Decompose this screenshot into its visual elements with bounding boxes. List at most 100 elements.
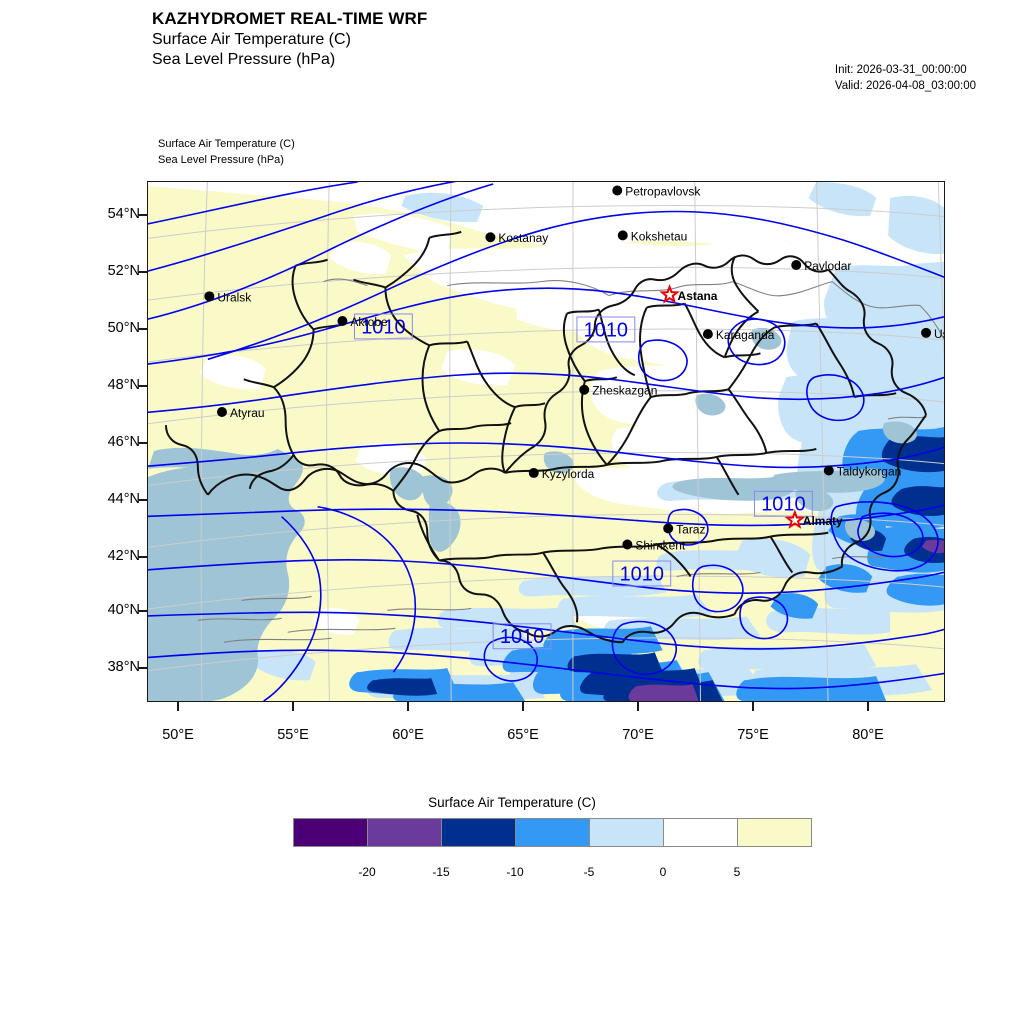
city-label: Uralsk xyxy=(217,290,251,304)
city-marker-petropavlovsk[interactable]: Petropavlovsk xyxy=(612,184,700,198)
city-dot-icon xyxy=(204,291,215,302)
colorbar-tick-5: 5 xyxy=(733,865,741,879)
isobar-label-box-1 xyxy=(576,316,636,343)
city-marker-kyzylorda[interactable]: Kyzylorda xyxy=(528,467,595,481)
city-label: Shimkent xyxy=(635,538,686,552)
colorbar-tick-minus15: -15 xyxy=(432,865,450,879)
lat-tick-label-38: 38°N xyxy=(107,659,140,675)
city-dot-icon xyxy=(791,259,802,270)
colorbar-title: Surface Air Temperature (C) xyxy=(428,795,596,810)
city-marker-shimkent[interactable]: Shimkent xyxy=(622,538,686,552)
colorbar-swatch-6 xyxy=(738,819,811,846)
isobar-label-text-0: 1010 xyxy=(361,316,405,338)
city-label: Kokshetau xyxy=(631,229,688,243)
city-label: Kyzylorda xyxy=(542,467,595,481)
city-marker-astana[interactable]: Astana xyxy=(659,284,718,304)
isobar-label-box-3 xyxy=(612,560,672,587)
city-marker-karaganda[interactable]: Karaganda xyxy=(702,328,775,342)
city-label: Atyrau xyxy=(230,406,265,420)
lon-tick-label-75: 75°E xyxy=(737,727,769,743)
weather-map[interactable]: 1010 1010 1010 1010 1010 Petropavlovsk Kostana… xyxy=(147,181,945,702)
city-marker-taraz[interactable]: Taraz xyxy=(663,522,705,536)
city-marker-kokshetau[interactable]: Kokshetau xyxy=(617,229,688,243)
valid-time-label: Valid: 2026-04-08_03:00:00 xyxy=(834,80,976,93)
panel-caption-temperature: Surface Air Temperature (C) xyxy=(158,138,295,150)
lat-tick-label-42: 42°N xyxy=(107,548,140,564)
colorbar-swatch-0 xyxy=(294,819,368,846)
temperature-colorbar[interactable] xyxy=(293,818,812,847)
colorbar-swatch-5 xyxy=(664,819,738,846)
city-dot-icon xyxy=(337,316,348,326)
city-dot-icon xyxy=(921,327,932,338)
city-dot-icon xyxy=(617,230,628,241)
city-marker-taldykorgan[interactable]: Taldykorgan xyxy=(823,465,901,479)
lat-tick-mark-50 xyxy=(138,328,147,330)
lat-tick-mark-54 xyxy=(138,214,147,216)
lon-tick-label-60: 60°E xyxy=(392,727,424,743)
lat-tick-label-40: 40°N xyxy=(107,602,140,618)
panel-caption: Surface Air Temperature (C) Sea Level Pr… xyxy=(158,137,295,169)
city-marker-uralsk[interactable]: Uralsk xyxy=(204,290,251,304)
lat-tick-label-44: 44°N xyxy=(107,491,140,507)
lon-tick-mark-50 xyxy=(177,702,179,711)
city-label: Taraz xyxy=(676,522,705,536)
header-subtitle-temperature: Surface Air Temperature (C) xyxy=(152,30,351,48)
lat-tick-mark-44 xyxy=(138,499,147,501)
city-dot-icon xyxy=(528,467,539,478)
city-label: Almaty xyxy=(803,514,843,528)
city-marker-ustkamen[interactable]: Ustkamen xyxy=(921,327,944,341)
lon-tick-label-65: 65°E xyxy=(507,727,539,743)
lat-tick-label-52: 52°N xyxy=(107,263,140,279)
lon-tick-mark-80 xyxy=(867,702,869,711)
city-dot-icon xyxy=(612,185,623,196)
lat-tick-mark-38 xyxy=(138,667,147,669)
city-dot-icon xyxy=(702,329,713,340)
lon-tick-mark-60 xyxy=(407,702,409,711)
isobar-labels: 1010 1010 1010 1010 1010 xyxy=(353,313,813,650)
lat-tick-label-48: 48°N xyxy=(107,377,140,393)
isobar-label-text-4: 1010 xyxy=(500,626,544,648)
city-label: Karaganda xyxy=(716,328,775,342)
city-marker-kostanay[interactable]: Kostanay xyxy=(485,231,548,245)
city-label: Astana xyxy=(678,289,718,303)
city-marker-almaty[interactable]: Almaty xyxy=(784,509,843,529)
header-subtitle-pressure: Sea Level Pressure (hPa) xyxy=(152,51,336,69)
isobar-label-box-2 xyxy=(753,490,813,517)
city-label: Aktobe xyxy=(350,315,388,329)
city-markers[interactable]: Petropavlovsk Kostanay Kokshetau Pavlodar Ur… xyxy=(204,184,944,552)
city-label: Taldykorgan xyxy=(837,465,901,479)
lon-tick-label-50: 50°E xyxy=(162,727,194,743)
city-label: Zheskazgan xyxy=(592,384,657,398)
city-marker-pavlodar[interactable]: Pavlodar xyxy=(791,259,851,273)
city-dot-icon xyxy=(622,539,633,550)
city-dot-icon xyxy=(579,384,590,395)
country-borders xyxy=(164,230,928,644)
city-marker-zheskazgan[interactable]: Zheskazgan xyxy=(579,384,657,398)
lon-tick-mark-70 xyxy=(637,702,639,711)
capital-star-icon xyxy=(784,509,806,529)
panel-caption-pressure: Sea Level Pressure (hPa) xyxy=(158,153,284,166)
lon-tick-mark-75 xyxy=(752,702,754,711)
lat-tick-label-50: 50°N xyxy=(107,320,140,336)
capital-star-icon xyxy=(659,284,680,304)
city-dot-icon xyxy=(663,523,674,534)
lon-tick-mark-65 xyxy=(522,702,524,711)
isobar-label-box-0 xyxy=(353,313,413,340)
lon-tick-label-55: 55°E xyxy=(277,727,309,743)
city-dot-icon xyxy=(485,232,496,243)
city-marker-atyrau[interactable]: Atyrau xyxy=(216,406,265,420)
lat-tick-mark-42 xyxy=(138,556,147,558)
map-canvas: 1010 1010 1010 1010 1010 Petropavlovsk Kostana… xyxy=(148,182,944,701)
city-marker-aktobe[interactable]: Aktobe xyxy=(337,315,388,329)
colorbar-swatch-2 xyxy=(442,819,516,846)
colorbar-swatch-3 xyxy=(516,819,590,846)
isobar-label-box-4 xyxy=(492,623,552,650)
lat-tick-label-46: 46°N xyxy=(107,434,140,450)
lon-tick-label-70: 70°E xyxy=(622,727,654,743)
lat-tick-label-54: 54°N xyxy=(107,206,140,222)
page-title: KAZHYDROMET REAL-TIME WRF xyxy=(152,9,428,28)
lon-tick-mark-55 xyxy=(292,702,294,711)
city-label: Petropavlovsk xyxy=(625,184,700,198)
colorbar-swatch-4 xyxy=(590,819,664,846)
colorbar-tick-minus5: -5 xyxy=(583,865,595,879)
